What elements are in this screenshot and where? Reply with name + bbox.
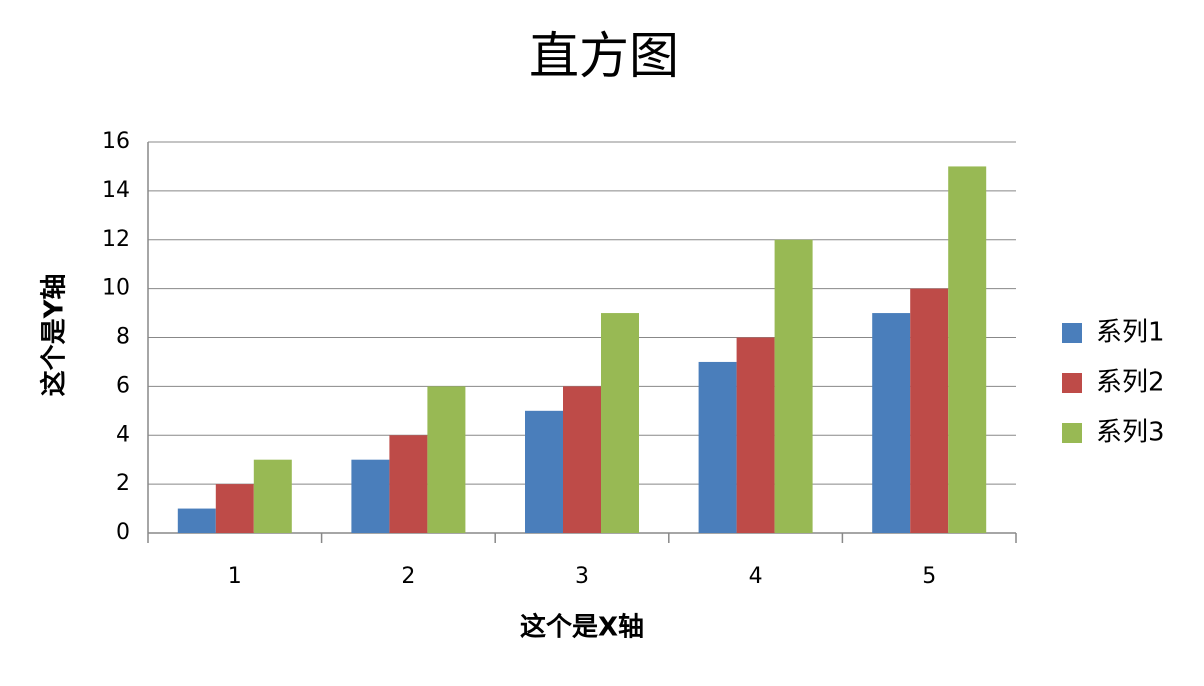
y-tick-label: 6	[116, 373, 130, 398]
x-axis-label: 这个是X轴	[520, 612, 644, 643]
legend-label: 系列3	[1096, 418, 1165, 448]
x-tick-label: 3	[575, 564, 589, 589]
bar	[698, 361, 737, 533]
bar	[948, 166, 987, 533]
y-tick-label: 10	[102, 276, 130, 301]
bar	[427, 386, 466, 533]
y-axis-label: 这个是Y轴	[39, 274, 70, 397]
bar	[774, 239, 813, 533]
legend-swatch	[1062, 373, 1082, 393]
bar	[351, 459, 390, 533]
bar	[910, 288, 949, 533]
y-tick-label: 0	[116, 520, 130, 545]
legend-swatch	[1062, 323, 1082, 343]
legend-label: 系列1	[1096, 318, 1165, 348]
chart-title: 直方图	[529, 27, 679, 85]
x-tick-label: 5	[922, 564, 936, 589]
x-tick-label: 1	[228, 564, 242, 589]
y-tick-label: 8	[116, 325, 130, 350]
y-tick-label: 16	[102, 129, 130, 154]
bar	[215, 484, 254, 533]
y-tick-label: 2	[116, 471, 130, 496]
y-tick-label: 4	[116, 422, 130, 447]
y-tick-label: 14	[102, 178, 130, 203]
x-tick-label: 4	[749, 564, 763, 589]
legend-swatch	[1062, 423, 1082, 443]
bar	[563, 386, 601, 533]
bar	[601, 313, 639, 533]
bar	[736, 337, 775, 533]
bar	[177, 508, 216, 533]
y-tick-label: 12	[102, 227, 130, 252]
bar	[525, 410, 563, 533]
bar	[389, 435, 428, 533]
x-tick-label: 2	[401, 564, 415, 589]
bar	[872, 313, 911, 533]
bar	[253, 459, 292, 533]
legend-label: 系列2	[1096, 368, 1165, 398]
